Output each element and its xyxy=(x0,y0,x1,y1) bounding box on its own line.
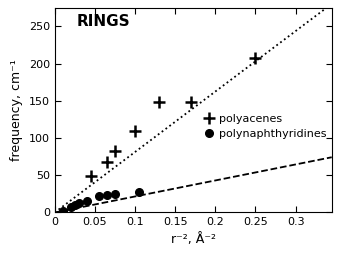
polynaphthyridines xyxy=(73,204,77,207)
Y-axis label: frequency, cm⁻¹: frequency, cm⁻¹ xyxy=(10,59,23,161)
polynaphthyridines xyxy=(77,201,81,204)
polynaphthyridines xyxy=(105,193,109,196)
polynaphthyridines xyxy=(137,190,141,193)
polynaphthyridines xyxy=(113,192,117,195)
polyacenes xyxy=(253,57,258,60)
polynaphthyridines xyxy=(85,199,89,202)
polyacenes xyxy=(89,174,93,177)
Text: RINGS: RINGS xyxy=(77,14,131,29)
polyacenes xyxy=(113,150,117,153)
polyacenes xyxy=(105,160,109,163)
Legend: polyacenes, polynaphthyridines: polyacenes, polynaphthyridines xyxy=(203,114,326,139)
polyacenes xyxy=(189,101,193,104)
polynaphthyridines xyxy=(61,209,65,212)
Line: polyacenes: polyacenes xyxy=(84,52,262,182)
X-axis label: r⁻², Å⁻²: r⁻², Å⁻² xyxy=(171,233,216,246)
polynaphthyridines xyxy=(69,205,73,208)
polynaphthyridines xyxy=(97,195,101,198)
polyacenes xyxy=(157,101,161,104)
polyacenes xyxy=(133,129,137,132)
Line: polynaphthyridines: polynaphthyridines xyxy=(59,188,143,215)
